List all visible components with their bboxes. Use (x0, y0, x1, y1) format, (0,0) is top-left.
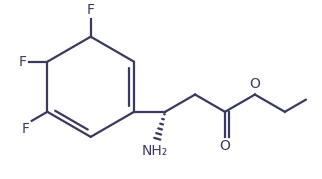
Text: NH₂: NH₂ (142, 144, 168, 158)
Text: O: O (220, 139, 231, 153)
Text: O: O (250, 77, 260, 91)
Text: F: F (87, 3, 95, 17)
Text: F: F (19, 55, 27, 69)
Text: F: F (21, 122, 29, 136)
